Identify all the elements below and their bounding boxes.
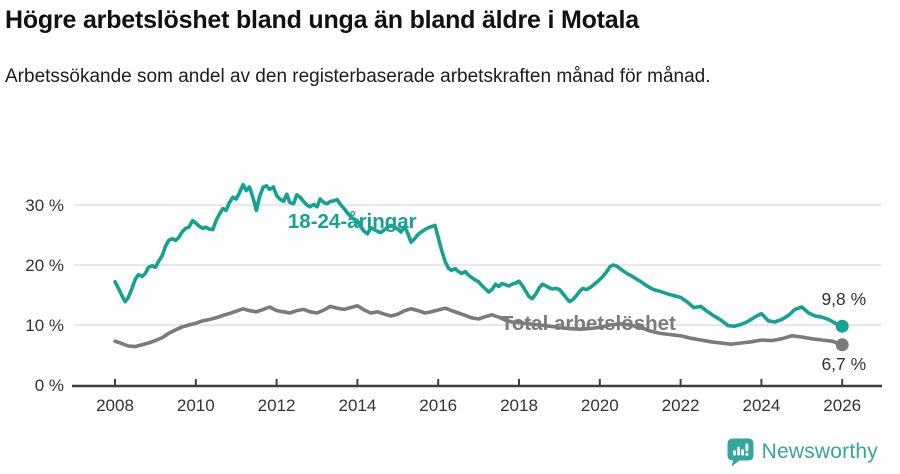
series-end-dot	[835, 338, 849, 352]
series-end-value-label: 9,8 %	[821, 289, 866, 309]
x-axis-tick-label: 2012	[258, 396, 296, 415]
brand-name: Newsworthy	[761, 440, 878, 463]
series-end-value-label: 6,7 %	[821, 354, 866, 374]
brand-footer[interactable]: Newsworthy	[726, 436, 878, 468]
series-inline-label: 18-24-åringar	[288, 210, 417, 233]
y-axis-tick-label: 10 %	[25, 316, 64, 335]
series-line	[113, 303, 845, 349]
series-end-dot	[835, 319, 849, 333]
newsworthy-logo-icon	[726, 437, 755, 467]
x-axis-tick-label: 2014	[338, 396, 376, 415]
series-inline-label: Total arbetslöshet	[501, 312, 676, 335]
x-axis-tick-label: 2026	[823, 396, 861, 415]
x-axis-tick-label: 2020	[581, 396, 619, 415]
series-line	[113, 182, 845, 329]
x-axis-tick-label: 2010	[177, 396, 215, 415]
x-axis-tick-label: 2022	[662, 396, 700, 415]
chart-title: Högre arbetslöshet bland unga än bland ä…	[5, 6, 639, 34]
x-axis-tick-label: 2018	[500, 396, 538, 415]
y-axis-tick-label: 20 %	[25, 256, 64, 275]
x-axis-tick-label: 2024	[742, 396, 780, 415]
y-axis-tick-label: 30 %	[25, 196, 64, 215]
y-axis-tick-label: 0 %	[35, 376, 64, 395]
chart-subtitle: Arbetssökande som andel av den registerb…	[5, 66, 711, 87]
x-axis-tick-label: 2008	[96, 396, 134, 415]
x-axis-tick-label: 2016	[419, 396, 457, 415]
line-chart: 0 % 10 % 20 % 30 % 2008 2010 2012 2014 2016 2018 2…	[25, 182, 882, 415]
